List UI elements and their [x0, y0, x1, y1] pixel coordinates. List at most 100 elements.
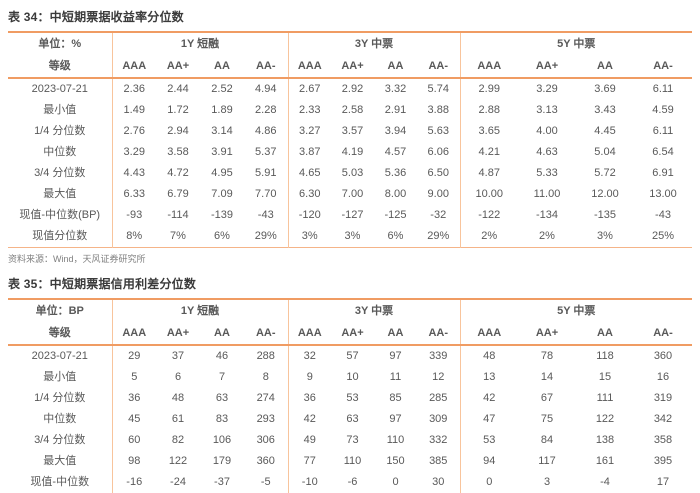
rating-header: AA-	[244, 322, 289, 346]
value-cell: 150	[386, 455, 405, 467]
group-header-row: 单位：BP 1Y 短融 3Y 中票 5Y 中票	[8, 299, 692, 322]
value-cell: 110	[386, 434, 405, 446]
value-cell: 12.00	[591, 188, 619, 200]
value-cell: 7.00	[341, 188, 364, 200]
unit-label: 单位：BP	[8, 299, 113, 322]
value-cell: 49	[303, 434, 316, 446]
table-row: 2023-07-21 2.36 2.44 2.52 4.94 2.67 2.92 3.32 5.…	[8, 78, 692, 100]
rating-header: AA	[576, 55, 634, 79]
rating-header: AAA	[112, 322, 156, 346]
value-cell: 7	[218, 371, 226, 383]
value-cell: 17	[656, 476, 670, 488]
value-cell: 53	[346, 392, 359, 404]
value-cell: 29%	[417, 226, 461, 248]
value-cell: 45	[128, 413, 141, 425]
value-cell: 2.44	[167, 83, 189, 95]
value-cell: 29	[128, 350, 141, 362]
rating-header: AA	[576, 322, 634, 346]
value-cell: 11	[389, 371, 402, 383]
value-cell: 60	[128, 434, 141, 446]
group-header-row: 单位：% 1Y 短融 3Y 中票 5Y 中票	[8, 32, 692, 55]
value-cell: 3.13	[536, 104, 558, 116]
value-cell: 67	[540, 392, 554, 404]
value-cell: 47	[483, 413, 496, 425]
value-cell: 7.09	[211, 188, 233, 200]
value-cell: 117	[538, 455, 556, 467]
value-cell: 3.43	[594, 104, 616, 116]
table34-title: 表 34：中短期票据收益率分位数	[8, 10, 184, 24]
value-cell: 85	[389, 392, 402, 404]
value-cell: 3.87	[299, 146, 321, 158]
value-cell: 32	[303, 350, 316, 362]
value-cell: 3.91	[211, 146, 233, 158]
value-cell: 2.52	[211, 83, 233, 95]
value-cell: 5.03	[341, 167, 364, 179]
value-cell: 122	[595, 413, 615, 425]
rating-header: AA-	[634, 322, 692, 346]
value-cell: 332	[417, 430, 461, 451]
value-cell: 15	[598, 371, 612, 383]
value-cell: 358	[653, 434, 673, 446]
value-cell: 8.00	[384, 188, 407, 200]
value-cell: 3%	[597, 230, 613, 242]
value-cell: 37	[171, 350, 185, 362]
rating-header-row: 等级 AAA AA+ AA AA- AAA AA+ AA AA- AAA AA+ AA AA-	[8, 322, 692, 346]
rating-header: AA	[374, 322, 417, 346]
value-cell: 2%	[481, 230, 498, 242]
value-cell: 6.79	[167, 188, 189, 200]
value-cell: 293	[244, 409, 289, 430]
value-cell: 30	[417, 472, 461, 493]
value-cell: 161	[595, 455, 615, 467]
value-cell: 3.88	[417, 100, 461, 121]
value-cell: 13	[483, 371, 496, 383]
value-cell: 11.00	[533, 188, 561, 200]
value-cell: 3.58	[167, 146, 189, 158]
value-cell: 0	[486, 476, 493, 488]
table-row: 最小值 1.49 1.72 1.89 2.28 2.33 2.58 2.91 3.88 2.88 3…	[8, 100, 692, 121]
level-label: 等级	[8, 322, 113, 346]
group-header: 5Y 中票	[557, 305, 596, 317]
group-header: 3Y 中票	[288, 299, 461, 322]
level-label: 等级	[8, 55, 113, 79]
rating-header: AA-	[417, 55, 461, 79]
value-cell: 2.67	[299, 83, 321, 95]
value-cell: 5.74	[417, 78, 461, 100]
rating-header: AA+	[156, 55, 200, 79]
value-cell: -6	[347, 476, 358, 488]
value-cell: 4.45	[594, 125, 616, 137]
value-cell: 288	[244, 345, 289, 367]
value-cell: 5.04	[594, 146, 616, 158]
row-label: 1/4 分位数	[8, 121, 113, 142]
value-cell: 122	[168, 455, 188, 467]
value-cell: 10.00	[475, 188, 504, 200]
value-cell: -122	[478, 209, 501, 221]
value-cell: 2%	[539, 230, 555, 242]
table-row: 现值分位数 8% 7% 6% 29% 3% 3% 6% 29% 2% 2% 3% 25%	[8, 226, 692, 248]
value-cell: 9	[306, 371, 313, 383]
value-cell: 5.91	[244, 163, 289, 184]
value-cell: 2.91	[384, 104, 407, 116]
value-cell: 6%	[387, 230, 404, 242]
yield-percentile-table: 单位：% 1Y 短融 3Y 中票 5Y 中票 等级 AAA AA+ AA AA- AAA AA+ AA…	[8, 31, 692, 248]
table-row: 最大值 6.33 6.79 7.09 7.70 6.30 7.00 8.00 9.00 10.00…	[8, 184, 692, 205]
value-cell: 4.00	[536, 125, 558, 137]
value-cell: 77	[303, 455, 316, 467]
value-cell: -10	[301, 476, 318, 488]
value-cell: 3.29	[536, 83, 558, 95]
value-cell: 8%	[126, 230, 143, 242]
value-cell: 6.11	[652, 83, 674, 95]
value-cell: 274	[244, 388, 289, 409]
value-cell: 342	[653, 413, 673, 425]
table-row: 3/4 分位数 4.43 4.72 4.95 5.91 4.65 5.03 5.36 6.50 4…	[8, 163, 692, 184]
value-cell: 4.72	[167, 167, 189, 179]
unit-label: 单位：%	[8, 32, 113, 55]
table-row: 3/4 分位数 60 82 106 306 49 73 110 332 53 84 138 358	[8, 430, 692, 451]
value-cell: 2.28	[244, 100, 289, 121]
value-cell: 7%	[170, 230, 186, 242]
rating-header: AA+	[518, 322, 576, 346]
value-cell: 1.89	[211, 104, 233, 116]
row-label: 中位数	[8, 409, 113, 430]
value-cell: 46	[215, 350, 229, 362]
row-label: 2023-07-21	[8, 78, 113, 100]
value-cell: 12	[417, 367, 461, 388]
